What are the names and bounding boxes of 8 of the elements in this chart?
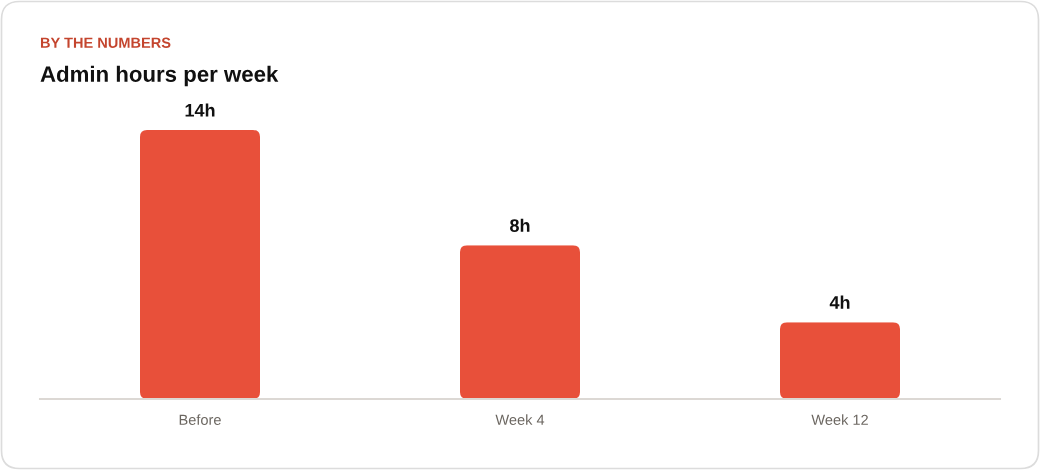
chart-subtitle: BY THE NUMBERS — [40, 37, 171, 48]
data-label: 4h — [829, 295, 850, 309]
x-tick-label: Week 12 — [811, 414, 868, 425]
x-tick-label: Before — [179, 414, 221, 425]
data-label: 14h — [185, 103, 215, 117]
x-tick-label: Week 4 — [495, 414, 545, 425]
chart-title: Admin hours per week — [40, 65, 279, 87]
data-label: 8h — [510, 218, 530, 232]
